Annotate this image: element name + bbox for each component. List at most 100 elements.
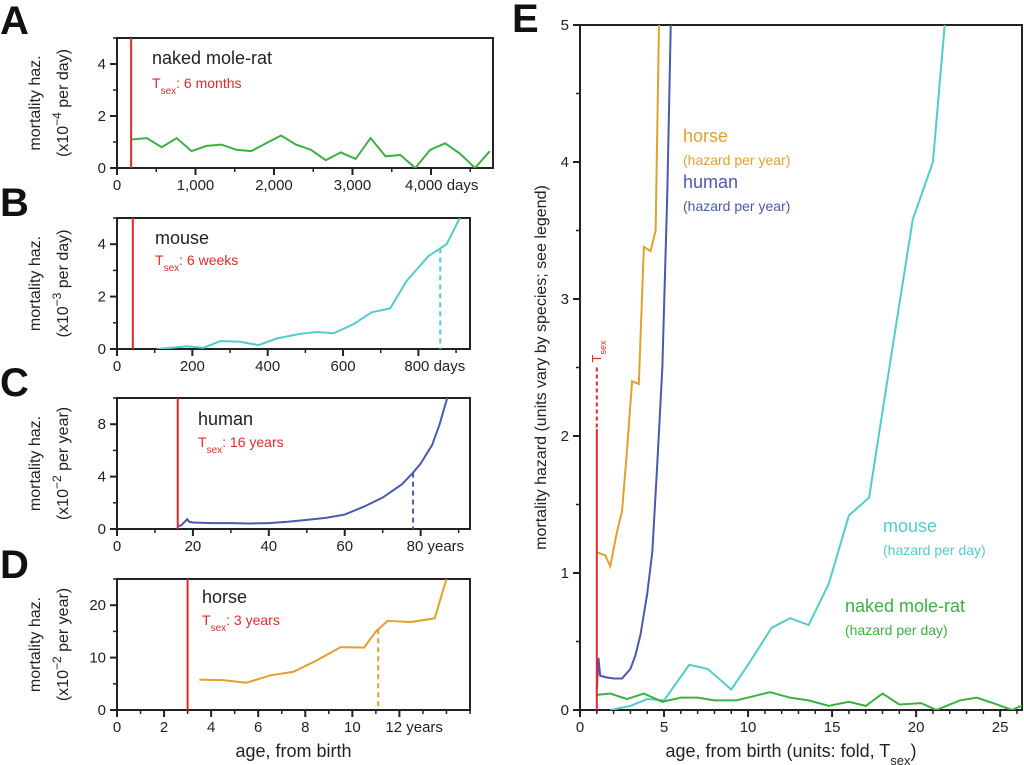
tsex-label: Tsex: 16 years [198, 434, 284, 456]
x-tick-label: 80 years [407, 538, 465, 555]
xlabel-suffix: ) [911, 741, 917, 761]
x-tick-label: 20 [185, 538, 202, 555]
units-suffix: per year) [55, 588, 72, 656]
x-tick-label: 0 [113, 538, 121, 555]
units-prefix: (x10 [55, 670, 72, 701]
species-label: human [198, 409, 253, 429]
xlabel-subscript: sex [890, 753, 911, 765]
panel-D: D 0 2 4 6 8 10 12 years 0 10 20 mortality haz. (x10−… [0, 543, 471, 761]
legend-species-nmr: naked mole-rat [845, 596, 965, 616]
x-axis-label: age, from birth (units: fold, Tsex) [666, 741, 917, 765]
y-axis-label-units: (x10−2 per year) [50, 588, 72, 701]
x-tick-label: 4 [207, 719, 215, 736]
x-tick-label: 4,000 days [405, 177, 478, 194]
tsex-symbol: T [198, 434, 207, 450]
tsex-value: : 16 years [222, 434, 283, 450]
panel-letter: A [0, 0, 29, 43]
y-axis-label-units: (x10−4 per day) [50, 49, 72, 157]
x-tick-label: 10 [740, 719, 757, 736]
series-line-nmr [131, 134, 491, 168]
tsex-label: Tsex: 3 years [202, 612, 280, 634]
tsex-value: : 3 years [226, 612, 280, 628]
y-tick-label: 3 [561, 291, 569, 308]
tsex-symbol: T [152, 75, 161, 91]
legend-unit-mouse: (hazard per day) [883, 542, 986, 558]
species-label: naked mole-rat [152, 48, 272, 68]
x-tick-label: 0 [576, 719, 584, 736]
legend-species-mouse: mouse [883, 516, 937, 536]
y-axis-label: mortality haz. [27, 55, 44, 150]
x-tick-label: 0 [113, 177, 121, 194]
tsex-label: Tsex [589, 340, 608, 362]
x-tick-label: 20 [908, 719, 925, 736]
tsex-label: Tsex: 6 weeks [155, 252, 238, 274]
tsex-subscript: sex [161, 86, 177, 97]
x-tick-label: 0 [113, 719, 121, 736]
y-axis-label: mortality haz. [27, 236, 44, 331]
y-axis-label-units: (x10−3 per day) [50, 230, 72, 338]
units-suffix: per day) [55, 230, 72, 293]
units-exponent: −4 [50, 112, 64, 126]
tsex-symbol: T [589, 355, 604, 363]
plot-frame [116, 397, 471, 530]
y-tick-label: 0 [561, 702, 569, 719]
panel-B: B 0 200 400 600 800 days 0 2 4 mortality haz. (x10… [0, 181, 471, 375]
panel-E: E 0 5 10 15 20 25 0 1 2 3 4 5 mortality hazard (units… [512, 0, 1023, 765]
x-tick-label: 3,000 [334, 177, 372, 194]
units-suffix: per year) [55, 407, 72, 475]
y-tick-label: 20 [89, 597, 106, 614]
y-tick-label: 0 [98, 160, 106, 177]
series-line-mouse [156, 218, 461, 349]
y-tick-label: 0 [98, 702, 106, 719]
legend-species-human: human [683, 172, 738, 192]
tsex-value: : 6 months [176, 75, 241, 91]
tsex-symbol: T [155, 252, 164, 268]
tsex-subscript: sex [164, 263, 180, 274]
x-tick-label: 2 [160, 719, 168, 736]
x-tick-label: 10 [344, 719, 361, 736]
panel-letter: D [0, 543, 29, 587]
units-exponent: −2 [50, 475, 64, 489]
x-tick-label: 5 [660, 719, 668, 736]
x-axis-label: age, from birth [235, 741, 351, 761]
y-axis-label: mortality haz. [27, 597, 44, 692]
y-axis-label-units: (x10−2 per year) [50, 407, 72, 520]
legend-unit-nmr: (hazard per day) [845, 622, 948, 638]
plot-frame [116, 37, 494, 169]
y-tick-label: 5 [561, 17, 569, 34]
panel-letter: E [512, 0, 539, 41]
x-tick-label: 2,000 [255, 177, 293, 194]
legend-unit-human: (hazard per year) [683, 198, 790, 214]
series-line-horse [199, 579, 448, 684]
series-line-mouse [610, 25, 946, 710]
y-tick-label: 4 [98, 56, 106, 73]
y-tick-label: 0 [98, 521, 106, 538]
x-tick-label: 600 [331, 358, 356, 375]
x-tick-label: 6 [254, 719, 262, 736]
y-axis-label: mortality hazard (units vary by species;… [533, 185, 550, 550]
units-exponent: −2 [50, 656, 64, 670]
panel-letter: C [0, 361, 29, 405]
x-tick-label: 1,000 [177, 177, 215, 194]
y-tick-label: 4 [98, 236, 106, 253]
series-line-human [595, 25, 672, 690]
units-suffix: per day) [55, 49, 72, 112]
x-tick-label: 15 [824, 719, 841, 736]
y-tick-label: 0 [98, 341, 106, 358]
x-tick-label: 12 years [385, 719, 443, 736]
y-tick-label: 4 [98, 469, 106, 486]
y-tick-label: 2 [561, 428, 569, 445]
panel-A: A 0 1,000 2,000 3,000 4,000 days 0 2 4 mortality … [0, 0, 494, 194]
species-label: mouse [155, 228, 209, 248]
y-tick-label: 1 [561, 565, 569, 582]
series-line-human [177, 398, 449, 528]
y-tick-label: 8 [98, 416, 106, 433]
y-tick-label: 10 [89, 650, 106, 667]
y-tick-label: 4 [561, 154, 569, 171]
x-tick-label: 8 [301, 719, 309, 736]
species-label: horse [202, 587, 247, 607]
x-tick-label: 400 [255, 358, 280, 375]
panel-letter: B [0, 181, 29, 225]
